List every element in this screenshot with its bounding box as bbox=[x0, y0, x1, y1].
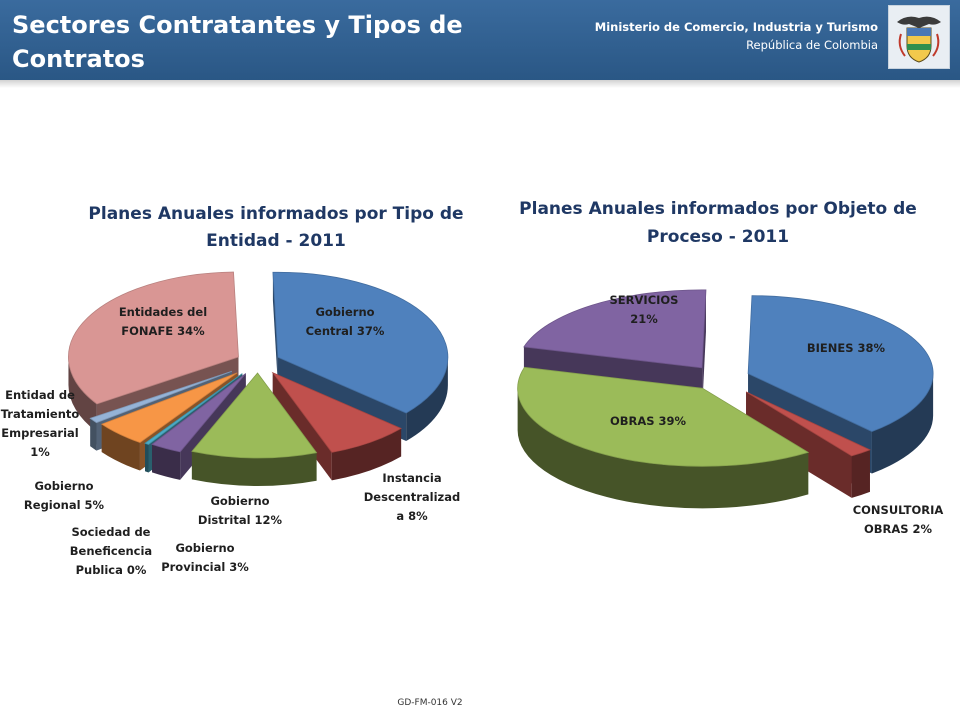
pie-slice-edge bbox=[331, 428, 402, 481]
pie-slice-top bbox=[144, 373, 243, 445]
pie-slice-label: OBRAS 39% bbox=[610, 414, 687, 428]
header-shadow bbox=[0, 80, 960, 88]
pie-slice-wall bbox=[746, 391, 852, 498]
pie-slice-top bbox=[271, 371, 402, 453]
pie-slice-wall bbox=[272, 372, 332, 481]
ministry-block: Ministerio de Comercio, Industria y Turi… bbox=[595, 18, 878, 54]
coat-of-arms-logo bbox=[888, 5, 950, 69]
pie-slice-label: Entidad de Tratamiento Empresarial 1% bbox=[1, 388, 80, 459]
country-name: República de Colombia bbox=[746, 38, 878, 52]
pie-slice-edge bbox=[851, 449, 870, 498]
pie-slice bbox=[271, 371, 402, 481]
pie-slice-edge bbox=[191, 451, 317, 486]
pie-slice-label: CONSULTORIA OBRAS 2% bbox=[853, 503, 944, 536]
chart2-title-line1: Planes Anuales informados por Objeto de bbox=[519, 199, 917, 219]
chart1-title-line1: Planes Anuales informados por Tipo de bbox=[88, 204, 463, 224]
pie-slice-top bbox=[68, 271, 239, 405]
pie-slice-top bbox=[272, 271, 449, 414]
pie-slice-top bbox=[747, 295, 934, 432]
pie-slice bbox=[517, 366, 810, 509]
pie-slice-edge bbox=[90, 418, 97, 451]
chart2-title-line2: Proceso - 2011 bbox=[647, 227, 789, 247]
pie-slice-top bbox=[191, 372, 318, 459]
pie-slice-label: Sociedad de Beneficencia Publica 0% bbox=[70, 525, 152, 577]
pie-slice-label: SERVICIOS 21% bbox=[610, 293, 679, 326]
pie-slice-edge bbox=[152, 444, 181, 480]
pie-slice-label: Gobierno Regional 5% bbox=[24, 479, 105, 512]
pie-slice-top bbox=[523, 289, 707, 369]
pie-slice-edge bbox=[871, 373, 934, 474]
pie-slice-label: Entidades del FONAFE 34% bbox=[119, 305, 207, 338]
pie-slice-top bbox=[745, 391, 871, 457]
pie-slice-label: Gobierno Distrital 12% bbox=[198, 494, 283, 527]
pie-slice-label: Gobierno Provincial 3% bbox=[161, 541, 249, 574]
pie-slice-edge bbox=[145, 443, 149, 473]
pie-slice bbox=[191, 372, 318, 486]
pie-slice-top bbox=[89, 370, 233, 424]
footer-code: GD-FM-016 V2 bbox=[397, 698, 463, 708]
pie-slice-top bbox=[517, 366, 810, 467]
chart1-title-line2: Entidad - 2011 bbox=[206, 231, 346, 251]
page-title: Sectores Contratantes y Tipos de Contrat… bbox=[12, 11, 463, 73]
pie-slice bbox=[745, 391, 871, 498]
pie-slice-top bbox=[151, 373, 247, 453]
ministry-name: Ministerio de Comercio, Industria y Turi… bbox=[594, 20, 878, 34]
pie-slice-top bbox=[100, 372, 238, 443]
pie-slice-label: BIENES 38% bbox=[807, 341, 886, 355]
pie-slice-label: Gobierno Central 37% bbox=[306, 305, 385, 338]
pie-slice-wall bbox=[702, 289, 706, 410]
header-bar bbox=[0, 0, 960, 80]
pie-slice-edge bbox=[68, 356, 97, 432]
pie-slice-edge bbox=[101, 424, 140, 471]
pie-slice-edge bbox=[406, 357, 448, 442]
pie-slice-edge bbox=[517, 388, 809, 509]
pie-slice-label: Instancia Descentralizad a 8% bbox=[364, 471, 461, 523]
pie-slice-wall bbox=[272, 272, 278, 386]
